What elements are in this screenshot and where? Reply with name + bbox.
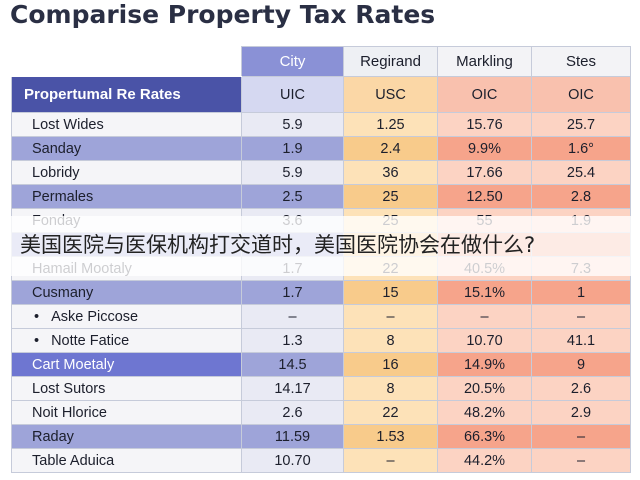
table-cell: 1	[531, 280, 631, 305]
table-cell: 1.6°	[531, 136, 631, 161]
table-row: Table Aduica 10.70–44.2% –	[11, 448, 631, 473]
table-cell: 25.4	[531, 160, 631, 185]
row-label: Sanday	[11, 136, 242, 161]
table-cell: 1.7	[241, 280, 344, 305]
column-header: Markling	[437, 46, 532, 77]
table-row: Permales 2.5 25 12.50 2.8	[11, 184, 631, 209]
row-label: Cusmany	[11, 280, 242, 305]
table-cell: 10.70	[437, 328, 532, 353]
subheader-row: Propertumal Re Rates UIC USC OIC OIC	[11, 76, 631, 113]
table-row: Lost Sutors 14.17 8 20.5% 2.6	[11, 376, 631, 401]
row-label: Cart Moetaly	[11, 352, 242, 377]
page-title: Comparise Property Tax Rates	[10, 0, 436, 29]
table-cell: 11.59	[241, 424, 344, 449]
row-label: Notte Fatice	[11, 328, 242, 353]
column-header: City	[241, 46, 344, 77]
table-row: Lost Wides 5.9 1.25 15.76 25.7	[11, 112, 631, 137]
table-cell: –	[343, 448, 438, 473]
column-header-row: City Regirand Markling Stes	[11, 46, 631, 77]
table-cell: 15.76	[437, 112, 532, 137]
table-cell: 17.66	[437, 160, 532, 185]
row-label: Noit Hlorice	[11, 400, 242, 425]
column-header: Stes	[531, 46, 631, 77]
table-cell: 44.2%	[437, 448, 532, 473]
table-cell: 2.9	[531, 400, 631, 425]
overlay-caption: 美国医院与医保机构打交道时，美国医院协会在做什么?	[20, 233, 536, 257]
table-cell: 25.7	[531, 112, 631, 137]
table-row: Aske Piccose––––	[11, 304, 631, 329]
table-cell: 9	[531, 352, 631, 377]
table-cell: –	[531, 448, 631, 473]
row-label: Lost Sutors	[11, 376, 242, 401]
table-row: Raday 11.59 1.53 66.3% –	[11, 424, 631, 449]
table-cell: 10.70	[241, 448, 344, 473]
table-cell: 1.53	[343, 424, 438, 449]
table-cell: –	[241, 304, 344, 329]
caption-band	[0, 216, 640, 276]
table-cell: 36	[343, 160, 438, 185]
column-header: Regirand	[343, 46, 438, 77]
table-cell: –	[437, 304, 532, 329]
table-cell: 12.50	[437, 184, 532, 209]
table-cell: 22	[343, 400, 438, 425]
table-row: Lobridy 5.9 36 17.66 25.4	[11, 160, 631, 185]
table-cell: 5.9	[241, 112, 344, 137]
table-cell: 2.8	[531, 184, 631, 209]
table-cell: 1.3	[241, 328, 344, 353]
table-row: Noit Hlorice 2.6 22 48.2% 2.9	[11, 400, 631, 425]
row-label: Lobridy	[11, 160, 242, 185]
row-label: Table Aduica	[11, 448, 242, 473]
table-cell: 15.1%	[437, 280, 532, 305]
table-cell: 1.25	[343, 112, 438, 137]
table-cell: 2.6	[531, 376, 631, 401]
table-row: Cusmany 1.7 15 15.1% 1	[11, 280, 631, 305]
row-label: Permales	[11, 184, 242, 209]
table-cell: 41.1	[531, 328, 631, 353]
subheader-cell: OIC	[531, 76, 631, 113]
table-cell: 20.5%	[437, 376, 532, 401]
table-cell: 14.17	[241, 376, 344, 401]
table-cell: 5.9	[241, 160, 344, 185]
table-cell: –	[531, 424, 631, 449]
table-cell: 15	[343, 280, 438, 305]
table-cell: 2.5	[241, 184, 344, 209]
table-cell: 2.4	[343, 136, 438, 161]
table-cell: 1.9	[241, 136, 344, 161]
table-row: Cart Moetaly 14.5 16 14.9% 9	[11, 352, 631, 377]
table-row: Sanday 1.9 2.4 9.9% 1.6°	[11, 136, 631, 161]
row-label: Raday	[11, 424, 242, 449]
table-cell: –	[531, 304, 631, 329]
table-cell: –	[343, 304, 438, 329]
header-corner	[11, 46, 242, 77]
table-cell: 16	[343, 352, 438, 377]
subheader-cell: OIC	[437, 76, 532, 113]
label-column-header: Propertumal Re Rates	[11, 76, 242, 113]
table-cell: 66.3%	[437, 424, 532, 449]
row-label: Aske Piccose	[11, 304, 242, 329]
table-cell: 9.9%	[437, 136, 532, 161]
table-cell: 14.9%	[437, 352, 532, 377]
subheader-cell: UIC	[241, 76, 344, 113]
table-cell: 48.2%	[437, 400, 532, 425]
subheader-cell: USC	[343, 76, 438, 113]
table-cell: 14.5	[241, 352, 344, 377]
table-cell: 2.6	[241, 400, 344, 425]
table-cell: 8	[343, 376, 438, 401]
row-label: Lost Wides	[11, 112, 242, 137]
table-cell: 8	[343, 328, 438, 353]
table-cell: 25	[343, 184, 438, 209]
